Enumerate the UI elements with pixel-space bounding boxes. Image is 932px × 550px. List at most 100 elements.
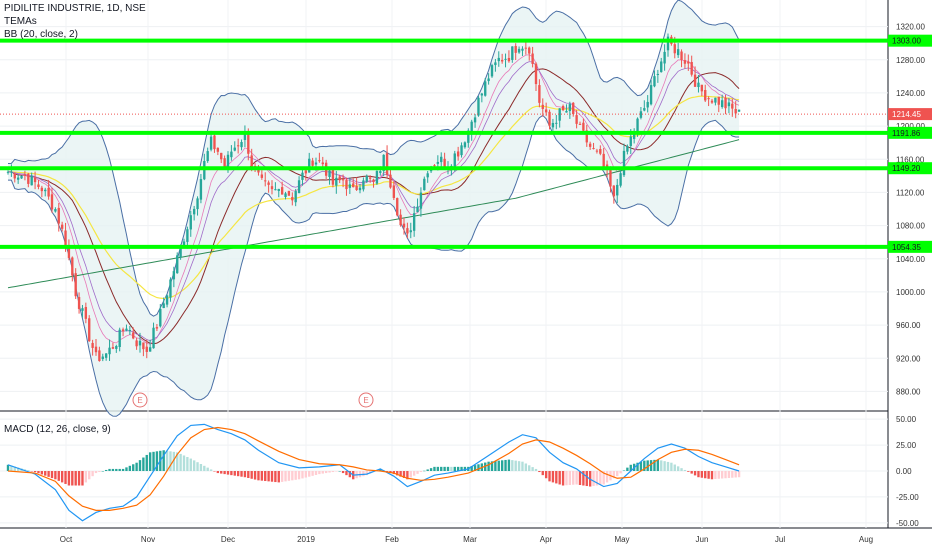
level-price-label: 1303.00 xyxy=(892,37,921,46)
candle-body xyxy=(649,85,653,105)
bollinger-mid-line xyxy=(7,68,740,345)
macd-histogram-bar xyxy=(653,459,656,471)
candle-body xyxy=(67,245,71,258)
macd-histogram-bar xyxy=(50,471,54,479)
indicator-bb-label[interactable]: BB (20, close, 2) xyxy=(4,29,78,40)
last-price-tag xyxy=(888,108,932,121)
candle-body xyxy=(84,306,88,319)
macd-histogram-bar xyxy=(521,461,524,471)
candle-body xyxy=(368,177,372,179)
price-tick-label: 1120.00 xyxy=(896,188,925,197)
macd-histogram-bar xyxy=(142,457,145,471)
macd-histogram-bar xyxy=(477,464,480,471)
macd-histogram-bar xyxy=(57,471,60,481)
macd-histogram-bar xyxy=(555,471,558,484)
macd-histogram-bar xyxy=(111,468,115,471)
candle-body xyxy=(355,185,358,191)
macd-histogram-bar xyxy=(663,461,666,471)
candle-body xyxy=(538,85,541,103)
level-price-label: 1054.35 xyxy=(892,243,921,252)
candle-body xyxy=(291,197,294,201)
candle-body xyxy=(199,179,203,200)
macd-histogram-bar xyxy=(595,471,599,486)
sma-long-line xyxy=(7,139,740,289)
candle-body xyxy=(511,46,514,60)
candle-body xyxy=(264,180,267,182)
macd-histogram-bar xyxy=(179,453,182,471)
candle-body xyxy=(399,214,402,226)
candle-body xyxy=(578,123,582,125)
candle-body xyxy=(74,273,77,297)
candle-body xyxy=(277,188,280,191)
macd-histogram-bar xyxy=(416,471,419,474)
price-tick-label: 1280.00 xyxy=(896,56,925,65)
macd-histogram-bar xyxy=(206,467,209,471)
candle-body xyxy=(247,131,250,154)
candle-body xyxy=(680,51,683,61)
macd-histogram-bar xyxy=(727,471,731,478)
macd-histogram-bar xyxy=(734,471,737,478)
candle-body xyxy=(656,73,660,75)
candle-body xyxy=(338,176,341,181)
candle-body xyxy=(568,104,572,112)
macd-histogram-bar xyxy=(379,468,382,471)
candle-body xyxy=(490,65,494,77)
candle-body xyxy=(240,142,243,148)
macd-histogram-bar xyxy=(511,460,514,471)
earnings-marker[interactable]: E xyxy=(132,392,148,408)
candle-body xyxy=(389,174,392,188)
candle-body xyxy=(470,121,473,133)
candle-body xyxy=(646,101,649,108)
macd-histogram-bar xyxy=(230,471,233,476)
macd-histogram-bar xyxy=(531,467,534,471)
macd-histogram-bar xyxy=(60,471,64,483)
macd-histogram-bar xyxy=(528,465,531,471)
candle-body xyxy=(666,36,670,51)
macd-histogram-bar xyxy=(37,471,40,474)
candle-body xyxy=(477,97,480,116)
level-price-tag xyxy=(888,34,932,47)
macd-histogram-bar xyxy=(121,468,125,471)
indicator-temas-label[interactable]: TEMAs xyxy=(4,16,37,27)
macd-histogram-bar xyxy=(602,471,605,485)
candle-body xyxy=(230,151,233,158)
macd-label[interactable]: MACD (12, 26, close, 9) xyxy=(4,424,111,435)
macd-histogram-bar xyxy=(138,460,142,471)
macd-histogram-bar xyxy=(612,471,616,479)
candle-body xyxy=(534,63,538,85)
candle-body xyxy=(402,223,406,228)
macd-histogram-bar xyxy=(10,465,13,471)
macd-histogram-bar xyxy=(16,467,20,471)
candle-body xyxy=(599,149,602,154)
candle-body xyxy=(318,160,321,162)
macd-histogram-bar xyxy=(433,466,436,471)
candle-body xyxy=(561,105,565,111)
candle-body xyxy=(155,327,159,329)
macd-histogram-bar xyxy=(419,471,423,473)
candle-body xyxy=(226,154,230,169)
candle-body xyxy=(213,135,216,150)
candle-body xyxy=(720,100,724,108)
macd-histogram-bar xyxy=(538,471,541,473)
candle-body xyxy=(463,142,467,148)
macd-histogram-bar xyxy=(145,454,148,471)
macd-histogram-bar xyxy=(412,471,416,476)
candle-body xyxy=(734,108,737,114)
macd-histogram-bar xyxy=(152,451,155,471)
macd-histogram-bar xyxy=(247,471,250,478)
candle-body xyxy=(331,168,335,185)
macd-histogram-bar xyxy=(561,471,565,486)
macd-histogram-bar xyxy=(77,471,81,486)
macd-histogram-bar xyxy=(203,465,206,471)
macd-histogram-bar xyxy=(541,471,544,476)
candle-body xyxy=(284,193,287,197)
candle-body xyxy=(115,346,118,349)
candle-body xyxy=(104,353,108,358)
time-tick-label: Aug xyxy=(859,535,873,544)
macd-histogram-bar xyxy=(199,464,203,471)
earnings-marker[interactable]: E xyxy=(358,392,374,408)
candle-body xyxy=(663,51,666,64)
macd-histogram-bar xyxy=(680,468,683,471)
candle-body xyxy=(13,173,16,179)
